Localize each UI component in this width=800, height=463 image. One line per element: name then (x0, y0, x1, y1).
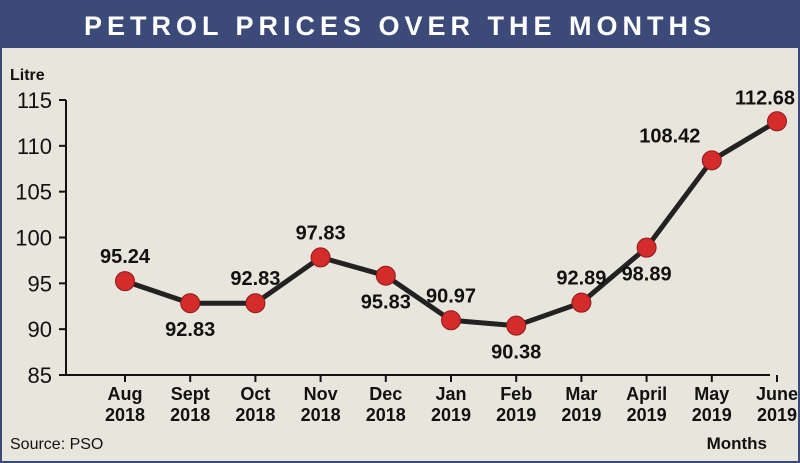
data-label: 97.83 (296, 222, 346, 244)
x-tick-label: Oct (240, 384, 270, 404)
x-tick-label: Sept (171, 384, 210, 404)
data-label: 90.38 (491, 342, 541, 364)
x-tick-label: May (694, 384, 729, 404)
x-tick-label: 2019 (757, 405, 797, 425)
y-tick-label: 85 (28, 363, 52, 388)
data-point (767, 111, 787, 132)
data-label: 108.42 (639, 125, 700, 147)
x-tick-label: 2019 (496, 405, 536, 425)
y-tick-label: 100 (15, 226, 52, 251)
x-tick-label: 2019 (431, 405, 471, 425)
data-label: 90.97 (426, 285, 476, 307)
data-point (375, 265, 396, 286)
data-point (506, 315, 527, 336)
data-point (701, 150, 722, 171)
x-tick-label: 2019 (692, 405, 732, 425)
data-point (245, 293, 266, 314)
x-tick-label: 2019 (627, 405, 667, 425)
x-tick-label: April (626, 384, 667, 404)
data-label: 92.83 (230, 268, 280, 290)
data-label: 92.83 (165, 319, 215, 341)
data-label: 95.83 (361, 292, 411, 314)
x-tick-label: 2018 (235, 405, 275, 425)
x-axis-label: Months (707, 434, 767, 453)
x-tick-label: June (756, 384, 798, 404)
data-point (636, 237, 657, 258)
x-tick-label: Jan (435, 384, 466, 404)
data-label: 98.89 (622, 264, 672, 286)
data-point (115, 271, 135, 292)
x-tick-label: Dec (369, 384, 402, 404)
data-label: 92.89 (556, 268, 606, 290)
y-tick-label: 110 (17, 134, 52, 159)
x-tick-label: 2018 (301, 405, 341, 425)
x-tick-label: 2018 (366, 405, 406, 425)
chart-title: PETROL PRICES OVER THE MONTHS (2, 2, 798, 48)
data-point (441, 310, 461, 331)
y-tick-label: 105 (15, 180, 52, 205)
y-axis-label: Litre (10, 67, 45, 84)
source-note: Source: PSO (10, 436, 104, 453)
data-label: 95.24 (100, 246, 151, 268)
data-point (310, 247, 331, 268)
x-tick-label: Feb (500, 384, 532, 404)
y-tick-label: 90 (28, 317, 52, 342)
x-tick-label: Mar (565, 384, 597, 404)
data-point (571, 292, 592, 313)
x-tick-label: 2018 (170, 405, 210, 425)
data-point (180, 293, 201, 314)
x-tick-label: 2018 (105, 405, 145, 425)
y-tick-label: 95 (28, 271, 52, 296)
data-label: 112.68 (735, 87, 795, 109)
y-tick-label: 115 (17, 88, 52, 113)
x-tick-label: 2019 (561, 405, 601, 425)
x-tick-label: Aug (108, 384, 143, 404)
x-tick-label: Nov (304, 384, 338, 404)
